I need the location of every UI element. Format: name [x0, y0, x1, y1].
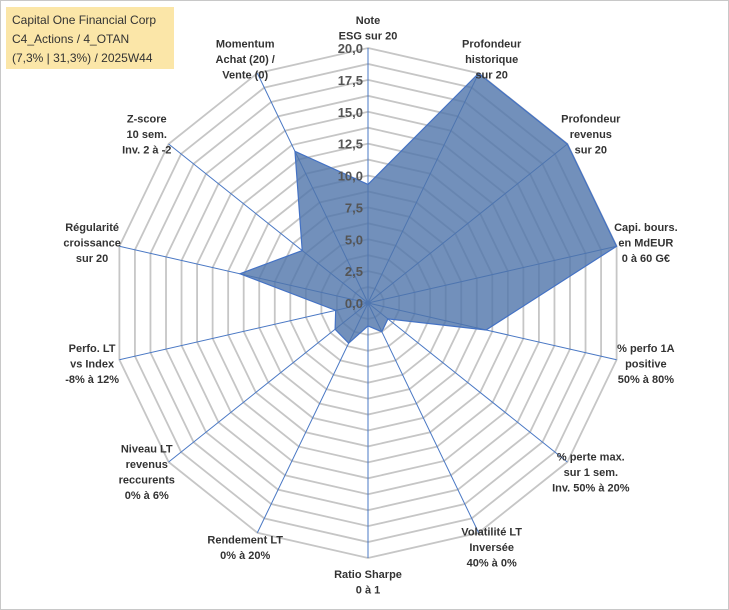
axis-label-line: % perfo 1A [617, 343, 675, 355]
axis-label-line: 0 à 1 [356, 585, 380, 597]
axis-label: Volatilité LT Inversée 40% à 0% [461, 527, 522, 570]
axis-label-line: reccurents [119, 475, 175, 487]
axis-label-line: Régularité [65, 222, 119, 234]
axis-label-line: sur 20 [475, 69, 507, 81]
axis-spoke [367, 302, 480, 533]
axis-label-line: Note [356, 15, 380, 27]
tick-label: 5,0 [345, 232, 363, 247]
axis-label-line: 0% à 6% [125, 490, 169, 502]
tick-label: 2,5 [345, 264, 363, 279]
tick-label: 7,5 [345, 200, 363, 215]
tick-label: 20,0 [338, 41, 363, 56]
axis-spoke [367, 302, 568, 463]
axis-label-line: Inversée [469, 542, 514, 554]
axis-label: Note ESG sur 20 [339, 15, 398, 43]
axis-label-line: Ratio Sharpe [334, 569, 402, 581]
axis-label-line: Momentum [216, 38, 275, 50]
axis-label-line: Rendement LT [207, 534, 283, 546]
axis-label-line: Achat (20) / [216, 54, 275, 66]
axis-label-line: positive [625, 358, 667, 370]
axis-label-line: Perfo. LT [69, 343, 116, 355]
axis-label-line: sur 1 sem. [564, 467, 618, 479]
axis-label-line: revenus [126, 459, 168, 471]
axis-label-line: -8% à 12% [65, 374, 119, 386]
axis-label-line: ESG sur 20 [339, 31, 398, 43]
axis-label: Momentum Achat (20) / Vente (0) [216, 38, 275, 81]
axis-label-line: Profondeur [561, 114, 621, 126]
tick-label: 0,0 [345, 296, 363, 311]
axis-label-line: en MdEUR [618, 238, 673, 250]
tick-label: 17,5 [338, 73, 363, 88]
axis-label: Rendement LT 0% à 20% [207, 534, 283, 562]
performance-period: (7,3% | 31,3%) / 2025W44 [12, 51, 153, 65]
tick-label: 15,0 [338, 105, 363, 120]
chart-title-box: Capital One Financial Corp C4_Actions / … [6, 7, 174, 69]
axis-label-line: historique [465, 54, 518, 66]
axis-label: Z-score 10 sem. Inv. 2 à -2 [122, 114, 171, 157]
axis-label-line: sur 20 [76, 253, 108, 265]
axis-label-line: Volatilité LT [461, 527, 522, 539]
axis-label-line: 0 à 60 G€ [622, 253, 670, 265]
axis-label-line: 50% à 80% [618, 374, 674, 386]
company-name: Capital One Financial Corp [12, 13, 157, 27]
tick-label: 10,0 [338, 169, 363, 184]
axis-label: Régularité croissance sur 20 [63, 222, 120, 265]
axis-label-line: 10 sem. [127, 129, 167, 141]
axis-label-line: 0% à 20% [220, 550, 270, 562]
axis-label-line: Inv. 2 à -2 [122, 145, 171, 157]
axis-label: Capi. bours. en MdEUR 0 à 60 G€ [614, 222, 678, 265]
axis-label-line: revenus [570, 129, 612, 141]
axis-label: % perte max. sur 1 sem. Inv. 50% à 20% [552, 451, 630, 494]
axis-spoke [119, 302, 369, 361]
axis-label-line: Capi. bours. [614, 222, 678, 234]
axis-label: Profondeur revenus sur 20 [561, 114, 621, 157]
axis-label-line: % perte max. [557, 451, 625, 463]
axis-label-line: 40% à 0% [467, 558, 517, 570]
axis-label-line: vs Index [70, 358, 115, 370]
axis-label-line: Vente (0) [222, 69, 268, 81]
tick-label: 12,5 [338, 137, 363, 152]
data-series-area [238, 72, 618, 345]
axis-label: Ratio Sharpe 0 à 1 [334, 569, 402, 597]
axis-label-line: Inv. 50% à 20% [552, 482, 630, 494]
axis-label-line: Z-score [127, 114, 167, 126]
axis-label-line: sur 20 [575, 145, 607, 157]
portfolio-code: C4_Actions / 4_OTAN [12, 32, 130, 46]
axis-label: Niveau LT revenus reccurents 0% à 6% [119, 444, 175, 503]
axis-label: Perfo. LT vs Index -8% à 12% [65, 343, 119, 386]
axis-label: Profondeur historique sur 20 [462, 38, 522, 81]
axis-label-line: Profondeur [462, 38, 522, 50]
axis-label: % perfo 1A positive 50% à 80% [617, 343, 675, 386]
axis-label-line: Niveau LT [121, 444, 173, 456]
axis-label-line: croissance [63, 238, 120, 250]
